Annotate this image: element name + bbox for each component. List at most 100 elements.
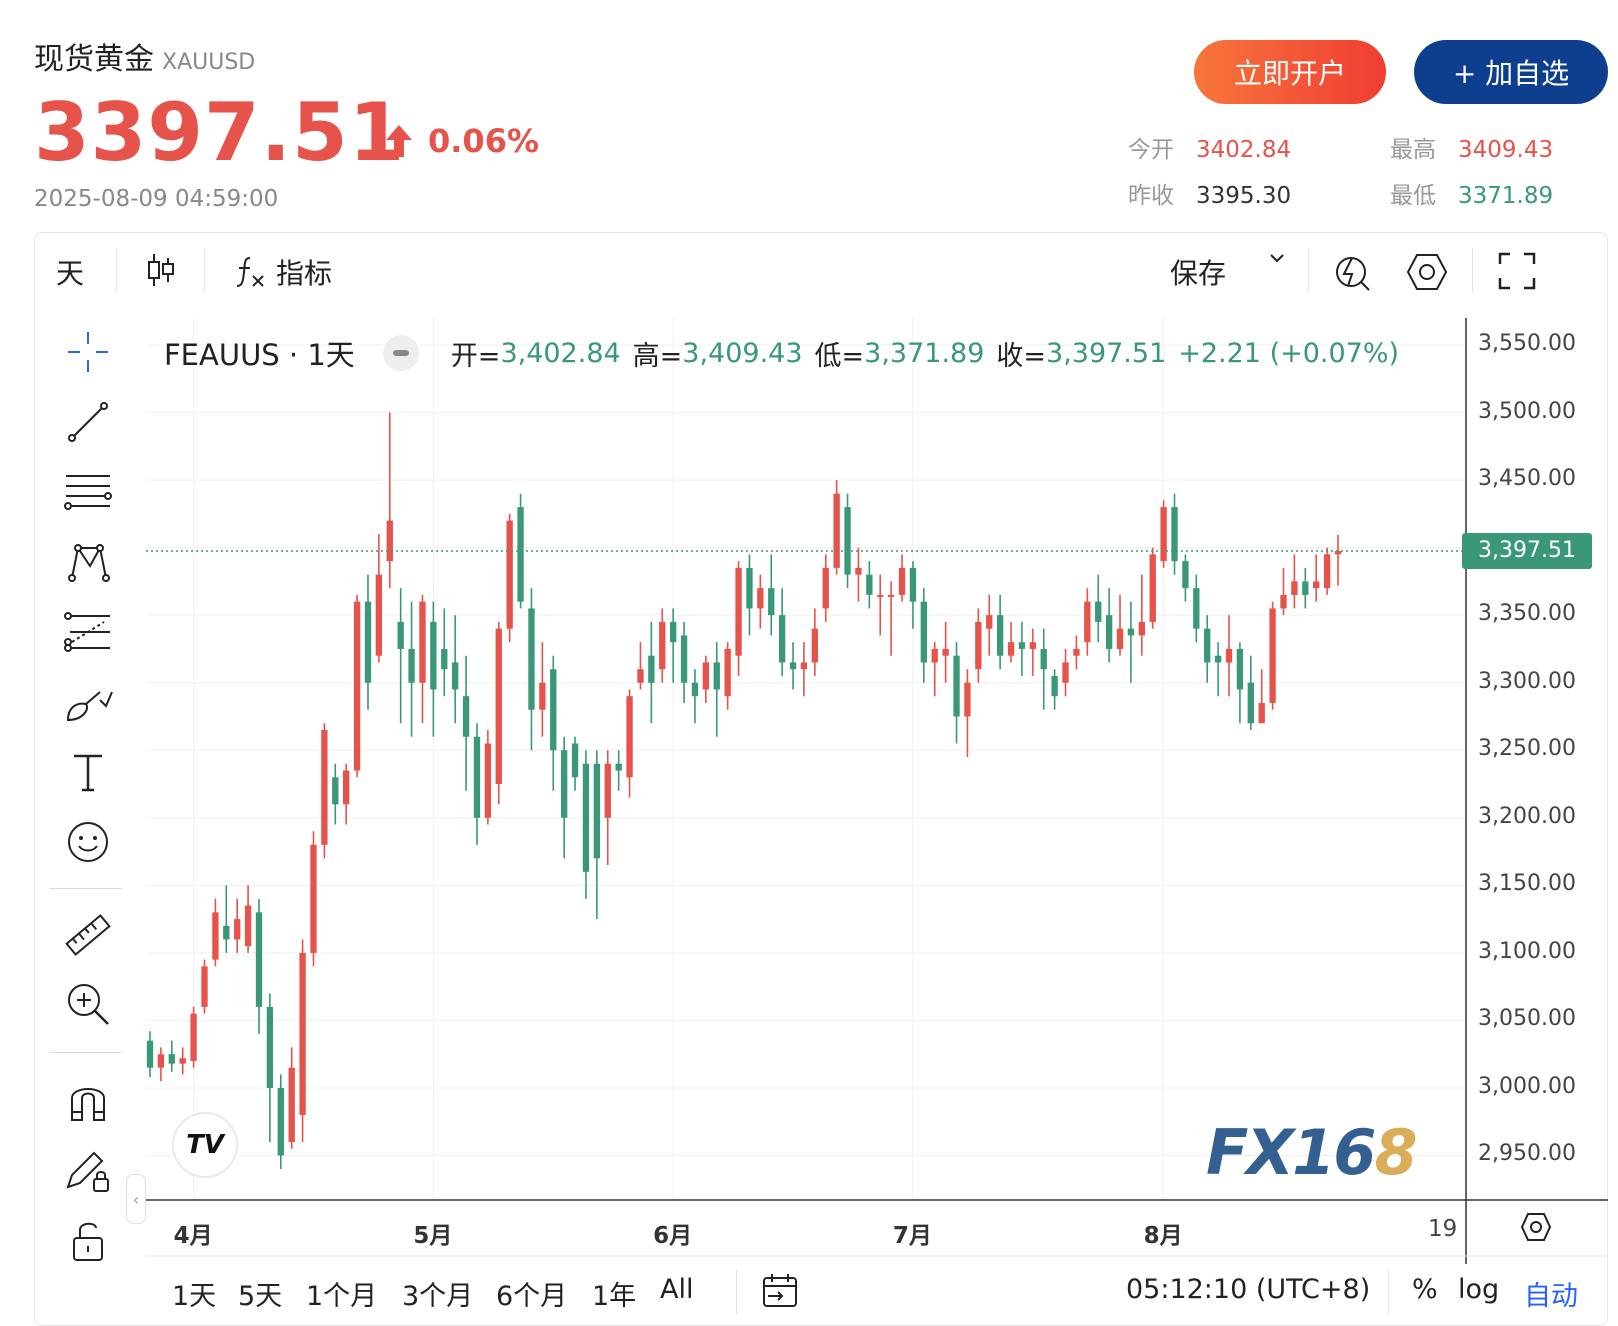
log-scale-toggle[interactable]: log: [1458, 1274, 1500, 1305]
zoom-tool[interactable]: [58, 978, 118, 1030]
add-watchlist-button[interactable]: + 加自选: [1414, 40, 1608, 104]
candle-body: [768, 588, 775, 616]
range-button[interactable]: 3个月: [402, 1281, 474, 1312]
candle: [484, 729, 492, 825]
interval-selector[interactable]: 天: [56, 257, 85, 290]
candle-body: [1051, 675, 1058, 697]
candle: [1269, 601, 1276, 710]
indicators-button[interactable]: 指标: [234, 252, 332, 292]
candle: [931, 642, 938, 697]
candle-body: [244, 905, 252, 947]
candle: [1291, 554, 1298, 609]
candle-body: [1291, 581, 1298, 595]
candle: [735, 561, 742, 676]
candle: [877, 574, 884, 636]
save-button[interactable]: 保存: [1170, 252, 1226, 292]
candle-body: [1084, 601, 1091, 643]
tradingview-logo[interactable]: TV: [172, 1112, 238, 1178]
candle: [1247, 655, 1254, 730]
collapse-toolbar-button[interactable]: ‹: [126, 1174, 146, 1224]
trendline-tool[interactable]: [58, 396, 118, 448]
candle: [343, 763, 350, 825]
candle-body: [746, 567, 753, 609]
candle: [604, 750, 611, 866]
candle-body: [223, 925, 230, 940]
candle: [441, 608, 448, 697]
candle-body: [942, 648, 949, 656]
instrument-code: XAUUSD: [162, 50, 256, 75]
range-button[interactable]: All: [660, 1274, 694, 1305]
crosshair-tool[interactable]: [58, 326, 118, 378]
range-button[interactable]: 1天: [172, 1281, 217, 1312]
alert-button[interactable]: [1334, 252, 1372, 292]
candle: [1313, 554, 1320, 602]
lock-drawing-tool[interactable]: [58, 1144, 118, 1196]
magnet-tool[interactable]: [58, 1074, 118, 1126]
candle: [561, 736, 568, 859]
gear-icon: [1520, 1213, 1552, 1241]
range-button[interactable]: 1个月: [306, 1281, 378, 1312]
candle-body: [1149, 554, 1156, 622]
candle: [495, 621, 502, 805]
lock-tool[interactable]: [58, 1214, 118, 1266]
candle-body: [1095, 601, 1102, 622]
candle: [691, 669, 699, 724]
x-tick-label: 5月: [413, 1223, 453, 1249]
candle: [986, 594, 993, 656]
pattern-tool[interactable]: [58, 536, 118, 588]
candle-body: [146, 1040, 154, 1068]
candle-body: [975, 621, 982, 670]
range-button[interactable]: 1年: [592, 1281, 637, 1312]
save-dropdown[interactable]: [1268, 252, 1286, 264]
candle: [528, 588, 535, 751]
candle-body: [430, 621, 437, 690]
clock-time[interactable]: 05:12:10 (UTC+8): [1126, 1274, 1371, 1305]
x-tick-label: 7月: [892, 1223, 932, 1249]
candle: [1171, 493, 1178, 575]
candle: [364, 574, 372, 710]
open-account-button[interactable]: 立即开户: [1194, 40, 1386, 104]
text-icon: [74, 754, 102, 792]
candle: [321, 723, 328, 859]
candle-body: [1029, 642, 1036, 649]
range-button[interactable]: 6个月: [496, 1281, 568, 1312]
candle: [1182, 554, 1189, 602]
x-tick-label: 8月: [1143, 1223, 1183, 1249]
range-button[interactable]: 5天: [238, 1281, 283, 1312]
calendar-icon: [763, 1274, 797, 1307]
fullscreen-button[interactable]: [1498, 252, 1536, 290]
candle-type-button[interactable]: [146, 252, 176, 288]
candle-body: [517, 507, 524, 602]
candle-body: [528, 608, 535, 710]
emoji-tool[interactable]: [58, 816, 118, 868]
candle-body: [866, 574, 873, 595]
candle: [408, 601, 415, 737]
auto-scale-toggle[interactable]: 自动: [1524, 1281, 1578, 1312]
candle-body: [1258, 702, 1265, 724]
settings-button[interactable]: [1406, 252, 1448, 292]
brush-tool[interactable]: [58, 676, 118, 728]
candle: [310, 831, 317, 967]
candle-body: [1280, 594, 1287, 609]
candle-body: [778, 615, 786, 663]
y-tick-label: 2,950.00: [1478, 1141, 1576, 1167]
axis-settings-button[interactable]: [1520, 1212, 1552, 1246]
fib-tool[interactable]: [58, 466, 118, 518]
instrument-name: 现货黄金: [34, 42, 154, 77]
candle-body: [332, 777, 339, 805]
ruler-tool[interactable]: [58, 910, 118, 962]
x-tick-label: 4月: [173, 1223, 213, 1249]
candle: [920, 588, 927, 683]
collapse-legend-button[interactable]: [382, 335, 419, 371]
candle: [375, 534, 383, 663]
candle-body: [931, 648, 938, 663]
goto-date-button[interactable]: [760, 1272, 800, 1314]
percent-scale-toggle[interactable]: %: [1412, 1274, 1438, 1305]
candle-body: [1040, 648, 1047, 670]
candle: [168, 1040, 175, 1072]
arrow-up-icon: [386, 125, 412, 157]
text-tool[interactable]: [58, 746, 118, 798]
candle: [1105, 588, 1113, 663]
forecast-tool[interactable]: [58, 606, 118, 658]
